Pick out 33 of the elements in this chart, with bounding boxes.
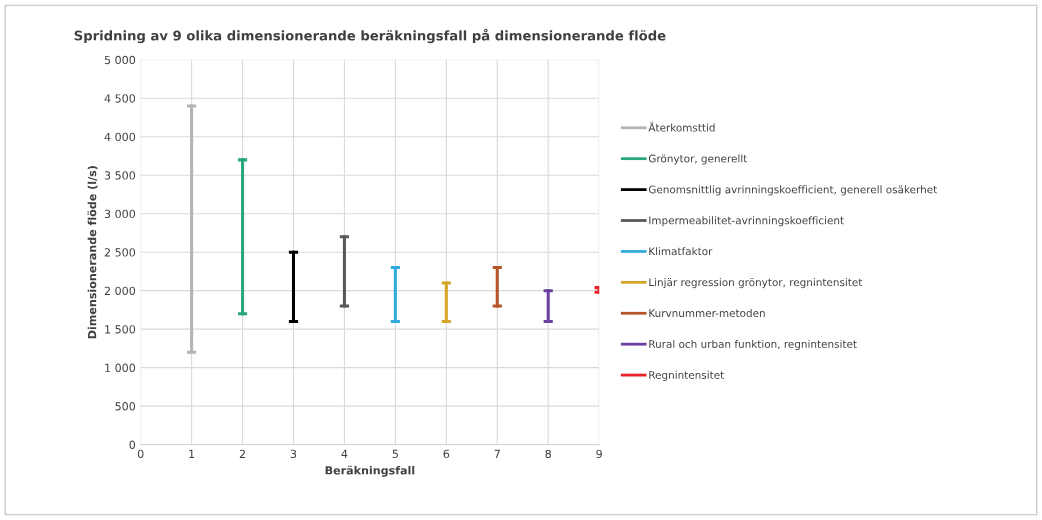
x-tick-label: 2	[239, 449, 245, 458]
legend-label: Regnintensitet	[649, 370, 724, 381]
legend-label: Kurvnummer-metoden	[649, 308, 765, 318]
y-tick-label: 1 000	[105, 363, 136, 373]
y-axis-title: Dimensionerande flöde (l/s)	[87, 166, 98, 339]
x-tick-label: 4	[341, 449, 348, 458]
x-tick-label: 9	[596, 449, 602, 459]
y-tick-label: 2 500	[104, 248, 136, 257]
x-axis-title: Beräkningsfall	[325, 465, 415, 477]
x-tick-label: 0	[137, 449, 144, 459]
legend-label: Impermeabilitet-avrinningskoefficient	[649, 216, 844, 227]
y-tick-label: 0	[129, 440, 136, 449]
legend-label: Klimatfaktor	[649, 247, 713, 256]
chart-title: Spridning av 9 olika dimensionerande beräkningsfall på dimensionerande flöde	[74, 28, 666, 44]
legend-label: Rural och urban funktion, regnintensitet	[649, 339, 857, 350]
x-tick-label: 7	[494, 449, 500, 458]
legend-label: Återkomsttid	[648, 121, 715, 132]
legend-label: Linjär regression grönytor, regnintensitet	[649, 278, 863, 289]
x-tick-label: 5	[392, 449, 398, 459]
y-tick-label: 3 000	[104, 209, 136, 219]
y-tick-label: 500	[115, 402, 136, 411]
x-tick-label: 3	[290, 449, 297, 459]
y-tick-label: 5 000	[104, 55, 136, 65]
y-tick-label: 3 500	[104, 171, 136, 180]
y-tick-label: 4 500	[104, 94, 136, 103]
y-tick-label: 1 500	[105, 325, 136, 334]
x-tick-label: 6	[443, 449, 450, 459]
x-tick-label: 8	[545, 449, 551, 459]
y-tick-label: 2 000	[104, 286, 136, 296]
y-tick-label: 4 000	[104, 132, 136, 142]
x-tick-label: 1	[189, 449, 195, 458]
legend-label: Genomsnittlig avrinningskoefficient, generell osäkerhet	[648, 185, 937, 196]
legend-label: Grönytor, generellt	[648, 154, 748, 165]
